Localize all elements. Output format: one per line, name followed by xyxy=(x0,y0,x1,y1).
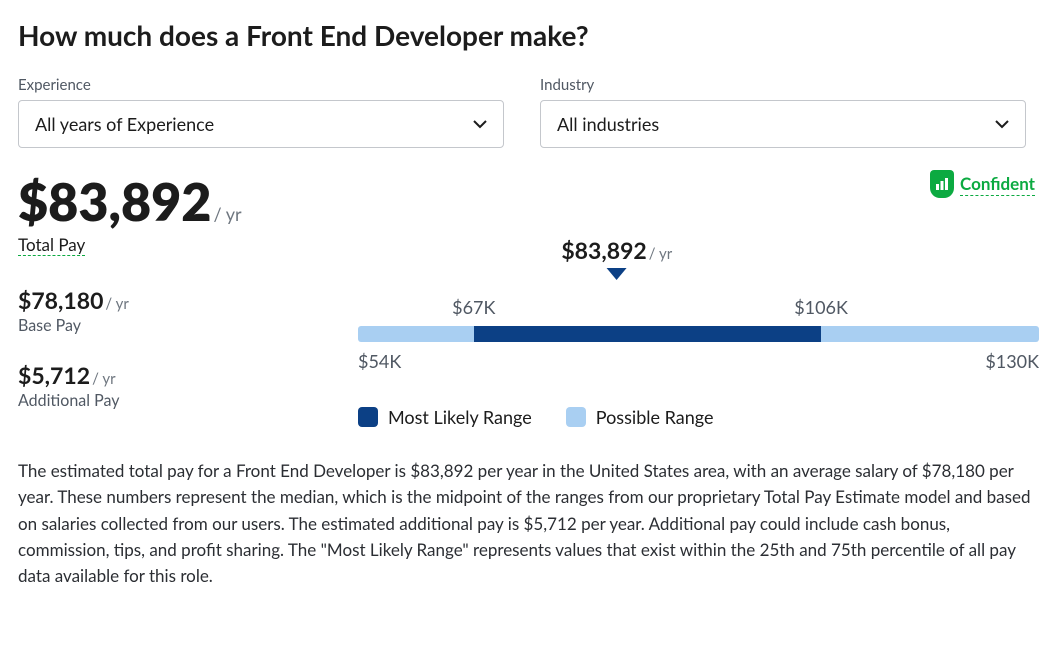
base-pay-amount: $78,180 xyxy=(18,286,103,314)
description-text: The estimated total pay for a Front End … xyxy=(18,458,1039,590)
chevron-down-icon xyxy=(995,117,1009,131)
base-pay-label: Base Pay xyxy=(18,316,318,335)
total-pay-suffix: / yr xyxy=(213,203,241,225)
legend-likely: Most Likely Range xyxy=(358,406,532,428)
additional-pay-suffix: / yr xyxy=(92,370,115,388)
range-legend: Most Likely Range Possible Range xyxy=(358,406,1039,428)
possible-end-labels: $54K $130K xyxy=(358,350,1039,372)
experience-dropdown-value: All years of Experience xyxy=(35,113,214,135)
page-title: How much does a Front End Developer make… xyxy=(18,18,1039,52)
base-pay-suffix: / yr xyxy=(105,295,128,313)
legend-possible-swatch xyxy=(566,407,586,427)
additional-pay-amount: $5,712 xyxy=(18,361,90,389)
range-column: Confident $83,892/ yr $67K $106K $54K $1… xyxy=(358,176,1039,428)
confidence-label: Confident xyxy=(960,173,1035,196)
total-pay-label[interactable]: Total Pay xyxy=(18,234,85,256)
range-marker-suffix: / yr xyxy=(649,245,672,263)
salary-range-chart: $83,892/ yr $67K $106K $54K $130K Most L… xyxy=(358,236,1039,428)
additional-pay-label: Additional Pay xyxy=(18,391,318,410)
range-marker-amount: $83,892 xyxy=(561,236,646,264)
main-row: $83,892/ yr Total Pay $78,180/ yr Base P… xyxy=(18,176,1039,428)
caret-down-icon xyxy=(607,268,627,280)
legend-possible-label: Possible Range xyxy=(596,406,714,428)
industry-filter-group: Industry All industries xyxy=(540,76,1026,148)
likely-range-bar xyxy=(474,326,821,342)
legend-possible: Possible Range xyxy=(566,406,714,428)
range-bar xyxy=(358,326,1039,342)
shield-bars-icon xyxy=(930,170,954,198)
total-pay-amount: $83,892 xyxy=(18,176,211,228)
pay-summary-column: $83,892/ yr Total Pay $78,180/ yr Base P… xyxy=(18,176,318,410)
legend-likely-label: Most Likely Range xyxy=(388,406,532,428)
possible-high-label: $130K xyxy=(985,350,1039,372)
industry-dropdown[interactable]: All industries xyxy=(540,100,1026,148)
industry-dropdown-value: All industries xyxy=(557,113,659,135)
likely-tick-labels: $67K $106K xyxy=(358,296,1039,320)
likely-low-label: $67K xyxy=(452,296,495,318)
likely-high-label: $106K xyxy=(794,296,848,318)
possible-low-label: $54K xyxy=(358,350,401,372)
experience-filter-group: Experience All years of Experience xyxy=(18,76,504,148)
filters-row: Experience All years of Experience Indus… xyxy=(18,76,1039,148)
range-marker: $83,892/ yr xyxy=(561,236,672,280)
experience-dropdown[interactable]: All years of Experience xyxy=(18,100,504,148)
confidence-badge[interactable]: Confident xyxy=(930,170,1035,198)
industry-label: Industry xyxy=(540,76,1026,94)
experience-label: Experience xyxy=(18,76,504,94)
chevron-down-icon xyxy=(473,117,487,131)
legend-likely-swatch xyxy=(358,407,378,427)
